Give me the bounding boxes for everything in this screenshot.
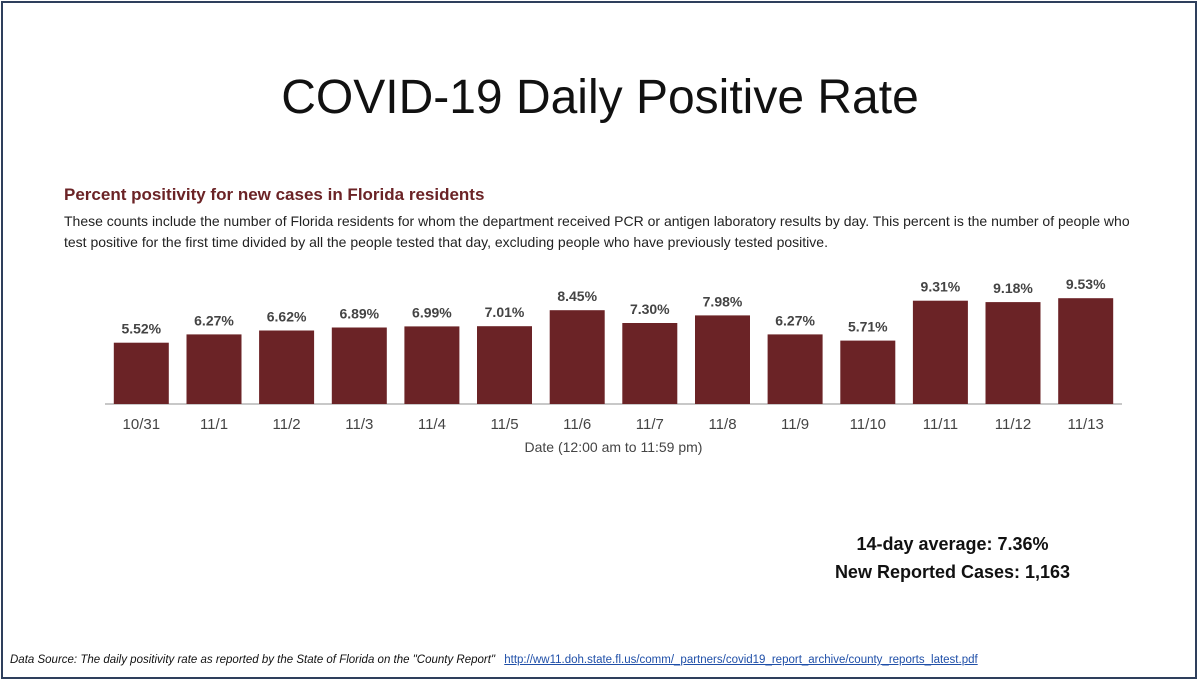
x-tick-label: 10/31 — [123, 416, 161, 433]
data-label: 5.71% — [848, 319, 888, 335]
bar — [840, 340, 896, 404]
bar — [767, 334, 823, 404]
bar — [259, 330, 315, 404]
bar — [186, 334, 242, 404]
chart-description: These counts include the number of Flori… — [64, 213, 1130, 250]
bar — [549, 310, 605, 404]
x-tick-label: 11/6 — [563, 416, 591, 433]
data-source-text: Data Source: The daily positivity rate a… — [10, 654, 496, 666]
bar — [477, 326, 532, 404]
bar — [331, 327, 387, 404]
data-label: 6.27% — [194, 312, 234, 328]
x-axis-label: Date (12:00 am to 11:59 pm) — [525, 439, 703, 455]
x-tick-label: 11/11 — [923, 416, 958, 433]
bar — [113, 342, 169, 404]
data-label: 9.53% — [1066, 276, 1106, 292]
data-source-link[interactable]: http://ww11.doh.state.fl.us/comm/_partne… — [504, 654, 978, 666]
x-tick-label: 11/9 — [781, 416, 809, 433]
bar — [695, 315, 750, 404]
bar — [404, 326, 460, 404]
data-label: 9.18% — [993, 280, 1033, 296]
stats-box: 14-day average: 7.36% New Reported Cases… — [780, 530, 1125, 586]
bar — [985, 302, 1041, 404]
data-label: 7.01% — [485, 304, 525, 320]
x-tick-label: 11/10 — [850, 416, 886, 433]
x-tick-label: 11/13 — [1067, 416, 1103, 433]
bar — [1058, 298, 1114, 404]
slide-title: COVID-19 Daily Positive Rate — [281, 71, 919, 124]
data-label: 7.30% — [630, 301, 670, 317]
data-label: 6.27% — [775, 312, 815, 328]
x-tick-label: 11/1 — [200, 416, 228, 433]
data-label: 8.45% — [557, 288, 597, 304]
new-reported-cases: New Reported Cases: 1,163 — [834, 562, 1071, 582]
data-label: 7.98% — [703, 293, 743, 309]
data-label: 6.89% — [339, 306, 379, 322]
data-label: 6.62% — [267, 309, 307, 325]
x-tick-label: 11/12 — [995, 416, 1031, 433]
x-tick-label: 11/7 — [636, 416, 664, 433]
footer: Data Source: The daily positivity rate a… — [10, 654, 978, 666]
data-label: 5.52% — [121, 321, 161, 337]
x-tick-label: 11/8 — [708, 416, 736, 433]
x-tick-label: 11/2 — [273, 416, 301, 433]
x-tick-label: 11/4 — [418, 416, 446, 433]
x-tick-label: 11/5 — [490, 416, 518, 433]
data-label: 9.31% — [921, 279, 961, 295]
chart-title: Percent positivity for new cases in Flor… — [64, 185, 485, 204]
bar — [912, 300, 968, 404]
bar — [622, 323, 678, 404]
x-tick-label: 11/3 — [345, 416, 373, 433]
data-label: 6.99% — [412, 304, 452, 320]
fourteen-day-average: 14-day average: 7.36% — [856, 534, 1049, 554]
